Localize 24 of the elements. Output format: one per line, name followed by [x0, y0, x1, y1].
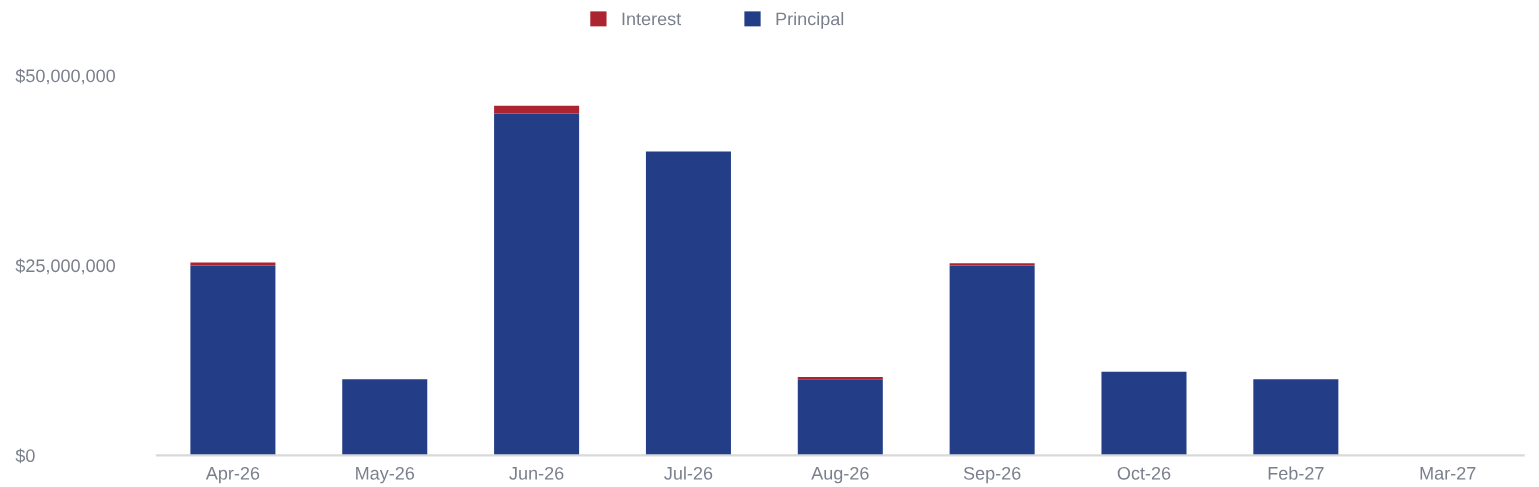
- bar: [494, 105, 580, 114]
- y-tick-label: $0: [15, 448, 35, 464]
- x-tick-label: Apr-26: [205, 466, 260, 484]
- x-tick-label: Feb-27: [1268, 466, 1324, 480]
- bar: [949, 265, 1035, 456]
- y-tick-label: $25,000,000: [15, 258, 116, 275]
- x-tick-label: Jun-26: [509, 466, 564, 480]
- bar: [342, 379, 428, 456]
- y-tick-label: $50,000,000: [15, 68, 116, 85]
- bar: [1101, 371, 1187, 456]
- bar: [190, 262, 276, 266]
- x-tick-label: Sep-26: [963, 466, 1021, 484]
- x-tick-label: May-26: [356, 466, 415, 484]
- x-tick-label: Oct-26: [1117, 466, 1171, 480]
- bar: [797, 379, 883, 456]
- legend-label: Principal: [776, 12, 844, 29]
- x-tick-label: Jul-26: [664, 466, 713, 480]
- x-tick-label: Aug-26: [811, 466, 869, 484]
- x-tick-label: Mar-27: [1420, 466, 1476, 480]
- bar: [645, 151, 731, 456]
- legend-label: Interest: [622, 12, 682, 26]
- bar: [494, 113, 580, 456]
- bar: [1253, 379, 1339, 456]
- bar: [190, 265, 276, 456]
